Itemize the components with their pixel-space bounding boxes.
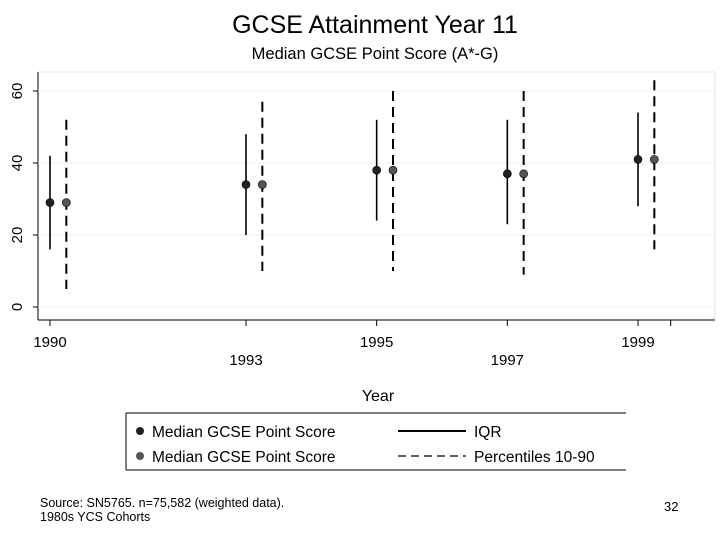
y-tick-label-0: 0 [9, 303, 26, 311]
legend: Median GCSE Point Score Median GCSE Poin… [125, 412, 626, 471]
x-axis-ticks: 1990 1993 1995 1997 1999 [33, 320, 672, 369]
marker-s0-3 [503, 169, 512, 179]
x-axis-label: Year [362, 388, 395, 405]
legend-marker-1 [136, 427, 144, 435]
marker-s1-4 [650, 155, 659, 164]
marker-s1-3 [519, 169, 528, 179]
source-line-1: Source: SN5765. n=75,582 (weighted data)… [40, 496, 285, 510]
marker-s0-1 [241, 180, 251, 189]
source-line-2: 1980s YCS Cohorts [40, 510, 151, 524]
chart-title: GCSE Attainment Year 11 [232, 11, 518, 39]
x-tick-label-1999: 1999 [621, 334, 654, 351]
y-tick-label-60: 60 [9, 83, 26, 100]
legend-label-percentiles: Percentiles 10-90 [474, 449, 595, 466]
x-tick-label-1990: 1990 [33, 334, 66, 351]
y-tick-label-20: 20 [9, 227, 26, 244]
series-markers [45, 155, 659, 207]
marker-s1-1 [258, 180, 267, 189]
x-tick-label-1995: 1995 [360, 334, 393, 351]
marker-s1-2 [388, 165, 398, 175]
legend-label-1: Median GCSE Point Score [152, 424, 336, 441]
x-tick-label-1993: 1993 [229, 352, 262, 369]
marker-s0-0 [45, 198, 55, 207]
marker-s1-0 [62, 198, 71, 207]
y-axis-ticks: 0 20 40 60 [9, 83, 38, 311]
page-number: 32 [664, 499, 679, 514]
source-note: Source: SN5765. n=75,582 (weighted data)… [40, 496, 284, 524]
chart-subtitle: Median GCSE Point Score (A*-G) [252, 45, 499, 63]
y-tick-label-40: 40 [9, 155, 26, 172]
legend-marker-2 [136, 452, 144, 460]
marker-s0-2 [372, 165, 381, 175]
x-tick-label-1997: 1997 [491, 352, 524, 369]
legend-label-iqr: IQR [474, 424, 502, 441]
marker-s0-4 [633, 155, 643, 164]
legend-label-2: Median GCSE Point Score [152, 449, 336, 466]
